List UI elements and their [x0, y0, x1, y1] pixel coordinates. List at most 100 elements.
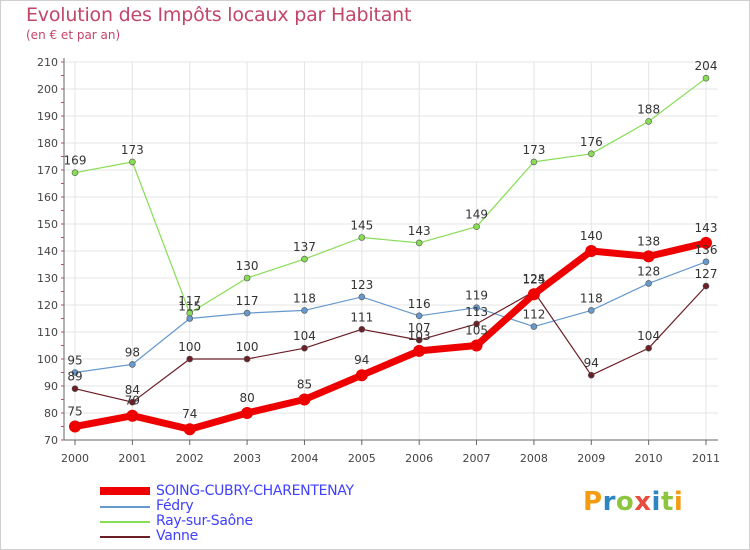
- data-label-ray-sur-sa-ne-2009: 176: [580, 135, 603, 149]
- point-f-dry-2011: [702, 258, 710, 266]
- point-f-dry-2007: [473, 304, 480, 312]
- point-f-dry-2010: [645, 280, 652, 287]
- legend-swatch-f-dry: [100, 506, 150, 508]
- logo-letter: t: [660, 487, 674, 517]
- logo-letter: i: [673, 487, 684, 517]
- data-label-f-dry-2011: 136: [695, 243, 718, 257]
- series-line-ray-sur-sa-ne: [74, 77, 707, 314]
- data-label-vanne-2002: 100: [178, 340, 201, 354]
- data-label-ray-sur-sa-ne-2005: 145: [350, 219, 373, 233]
- point-ray-sur-sa-ne-2009: [587, 150, 595, 158]
- point-soing-cubry-charentenay-2004: [298, 393, 311, 406]
- data-label-vanne-2007: 113: [465, 305, 488, 319]
- data-label-vanne-2000: 89: [67, 370, 82, 384]
- x-tick-label-2001: 2001: [118, 452, 146, 465]
- legend-label-f-dry: Fédry: [156, 498, 194, 514]
- data-label-ray-sur-sa-ne-2004: 137: [293, 240, 316, 254]
- data-label-soing-cubry-charentenay-2000: 75: [67, 405, 82, 419]
- data-label-f-dry-2000: 95: [67, 354, 82, 368]
- point-vanne-2009: [587, 371, 595, 379]
- data-label-soing-cubry-charentenay-2001: 79: [125, 394, 140, 408]
- data-label-f-dry-2005: 123: [350, 278, 373, 292]
- point-f-dry-2006: [415, 312, 423, 320]
- point-f-dry-2009: [587, 307, 595, 314]
- point-ray-sur-sa-ne-2000: [71, 169, 79, 176]
- point-f-dry-2005: [358, 293, 366, 301]
- x-tick-label-2008: 2008: [520, 452, 548, 465]
- data-label-f-dry-2006: 116: [408, 297, 431, 311]
- data-label-vanne-2001: 84: [125, 383, 140, 397]
- data-label-f-dry-2008: 112: [522, 308, 545, 322]
- y-tick-label-170: 170: [37, 164, 58, 177]
- data-label-ray-sur-sa-ne-2000: 169: [64, 154, 87, 168]
- logo-letter: x: [634, 487, 652, 517]
- point-soing-cubry-charentenay-2011: [700, 236, 712, 249]
- y-tick-label-190: 190: [37, 110, 58, 123]
- data-label-ray-sur-sa-ne-2001: 173: [121, 143, 144, 157]
- x-tick-label-2010: 2010: [635, 452, 663, 465]
- point-soing-cubry-charentenay-2009: [585, 245, 598, 257]
- point-soing-cubry-charentenay-2000: [69, 420, 81, 433]
- data-label-f-dry-2002: 115: [178, 300, 201, 314]
- point-vanne-2001: [129, 398, 136, 406]
- point-f-dry-2000: [71, 369, 79, 376]
- data-label-vanne-2004: 104: [293, 329, 316, 343]
- point-f-dry-2008: [530, 323, 538, 330]
- y-tick-label-180: 180: [37, 137, 58, 150]
- point-ray-sur-sa-ne-2008: [530, 158, 538, 166]
- data-label-f-dry-2001: 98: [125, 345, 140, 359]
- x-tick-label-2002: 2002: [176, 452, 204, 465]
- data-label-f-dry-2004: 118: [293, 291, 316, 305]
- data-label-soing-cubry-charentenay-2003: 80: [239, 391, 254, 405]
- series-line-vanne: [74, 285, 707, 403]
- point-vanne-2004: [301, 344, 308, 352]
- logo-letter: o: [615, 487, 635, 517]
- point-soing-cubry-charentenay-2005: [355, 369, 368, 382]
- point-vanne-2010: [645, 344, 652, 352]
- y-tick-label-100: 100: [37, 353, 58, 366]
- data-label-vanne-2008: 125: [522, 273, 545, 287]
- point-f-dry-2003: [243, 309, 251, 317]
- x-tick-label-2000: 2000: [61, 452, 89, 465]
- legend-swatch-ray-sur-sa-ne: [100, 521, 150, 523]
- series-line-f-dry: [74, 261, 707, 374]
- point-f-dry-2004: [301, 307, 308, 314]
- point-ray-sur-sa-ne-2005: [358, 234, 366, 241]
- point-ray-sur-sa-ne-2011: [702, 74, 710, 82]
- point-ray-sur-sa-ne-2007: [473, 223, 480, 230]
- x-tick-label-2007: 2007: [463, 452, 491, 465]
- x-tick-label-2004: 2004: [290, 452, 318, 465]
- chart-title: Evolution des Impôts locaux par Habitant: [26, 4, 412, 26]
- point-vanne-2011: [702, 282, 710, 290]
- y-tick-label-150: 150: [37, 218, 58, 231]
- data-label-soing-cubry-charentenay-2010: 138: [637, 234, 660, 248]
- data-labels: 169 173 117 130 137 145 143 149 173 176 188 204 95 98…: [64, 59, 718, 421]
- data-label-vanne-2010: 104: [637, 329, 660, 343]
- data-label-vanne-2011: 127: [695, 267, 718, 281]
- logo-letter: r: [602, 487, 616, 517]
- point-vanne-2003: [243, 355, 251, 363]
- point-soing-cubry-charentenay-2007: [470, 339, 483, 352]
- data-label-soing-cubry-charentenay-2009: 140: [580, 229, 603, 243]
- data-label-soing-cubry-charentenay-2002: 74: [182, 407, 197, 421]
- data-label-vanne-2005: 111: [350, 310, 373, 324]
- point-f-dry-2001: [129, 361, 136, 368]
- data-label-vanne-2006: 107: [408, 321, 431, 335]
- point-soing-cubry-charentenay-2003: [241, 407, 254, 419]
- point-soing-cubry-charentenay-2008: [527, 288, 540, 301]
- data-label-ray-sur-sa-ne-2010: 188: [637, 102, 660, 116]
- x-tick-label-2006: 2006: [405, 452, 433, 465]
- legend-label-vanne: Vanne: [156, 528, 198, 544]
- data-label-ray-sur-sa-ne-2003: 130: [236, 259, 259, 273]
- data-label-ray-sur-sa-ne-2006: 143: [408, 224, 431, 238]
- point-f-dry-2002: [186, 315, 194, 322]
- proxiti-logo: Proxiti: [583, 487, 683, 517]
- data-label-f-dry-2003: 117: [236, 294, 259, 308]
- data-label-vanne-2003: 100: [236, 340, 259, 354]
- x-tick-label-2011: 2011: [692, 452, 720, 465]
- series-line-soing-cubry-charentenay: [71, 239, 710, 433]
- point-ray-sur-sa-ne-2004: [301, 255, 308, 263]
- y-tick-label-210: 210: [37, 56, 58, 69]
